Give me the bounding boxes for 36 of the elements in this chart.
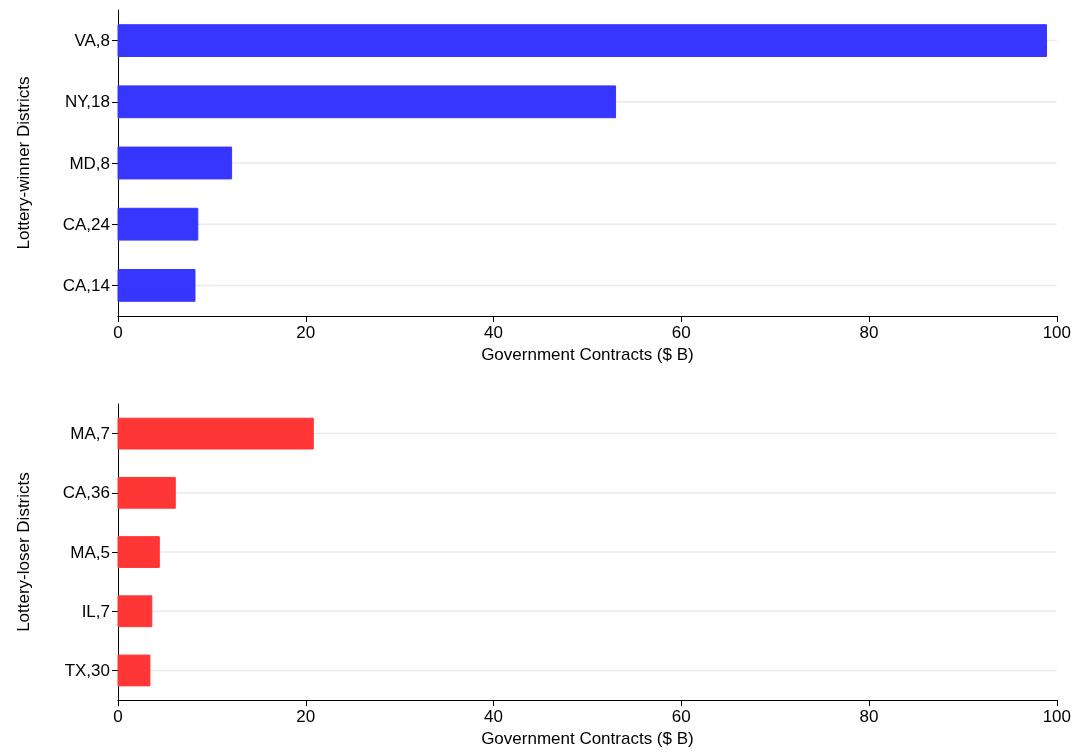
y-axis-title: Lottery-loser Districts	[14, 472, 33, 632]
x-axis-title: Government Contracts ($ B)	[481, 344, 694, 364]
x-tick-label: 40	[484, 707, 503, 727]
y-tick-label: NY,18	[64, 92, 110, 112]
x-tick-label: 40	[484, 323, 503, 342]
y-tick-label: VA,8	[74, 31, 110, 51]
y-tick-label: MA,5	[70, 542, 110, 562]
bar	[117, 417, 314, 450]
bar	[117, 654, 151, 687]
y-tick-label: CA,24	[62, 214, 110, 234]
bar	[117, 146, 233, 180]
x-tick-label: 0	[113, 323, 123, 342]
bar	[117, 595, 153, 628]
bar	[117, 476, 176, 509]
x-tick-label: 20	[296, 323, 316, 342]
y-tick-label: CA,36	[62, 483, 110, 503]
x-tick-label: 100	[1042, 707, 1072, 727]
x-tick-label: 60	[671, 707, 691, 727]
bar	[117, 536, 160, 568]
x-tick-label: 80	[859, 707, 879, 727]
y-tick-label: MA,7	[70, 424, 110, 444]
x-tick-label: 80	[859, 323, 879, 342]
x-tick-label: 100	[1042, 323, 1072, 342]
x-tick-label: 0	[113, 707, 123, 727]
bar	[117, 85, 617, 119]
y-tick-label: CA,14	[62, 275, 110, 295]
bar	[117, 207, 199, 241]
y-tick-label: IL,7	[81, 601, 110, 621]
x-tick-label: 60	[671, 323, 691, 342]
y-tick-label: TX,30	[64, 660, 110, 680]
x-tick-label: 20	[296, 707, 316, 727]
bar	[117, 268, 196, 302]
y-axis-title: Lottery-winner Districts	[14, 76, 33, 250]
y-tick-label: MD,8	[69, 153, 110, 173]
bar	[117, 24, 1047, 58]
x-axis-title: Government Contracts ($ B)	[481, 729, 694, 748]
